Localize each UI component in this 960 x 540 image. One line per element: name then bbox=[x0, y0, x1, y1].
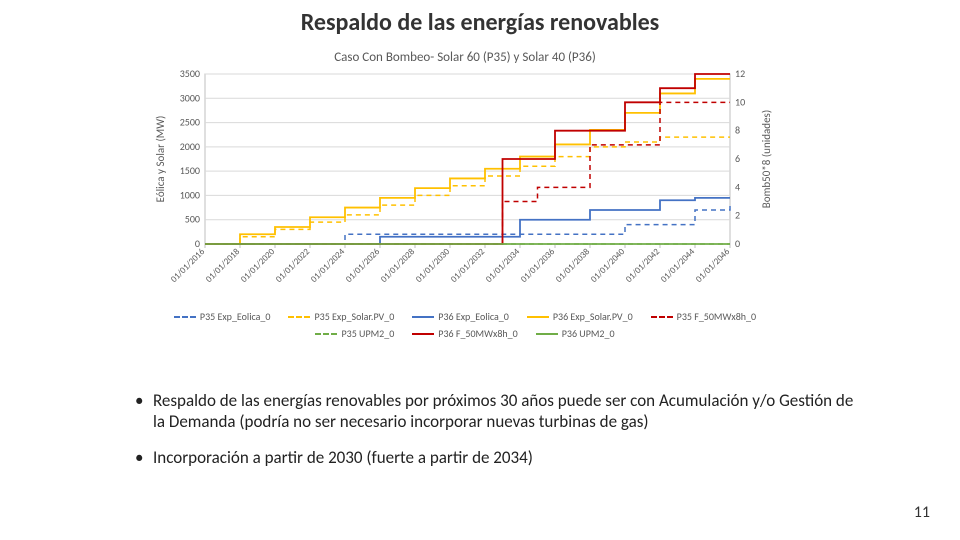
svg-text:01/01/2038: 01/01/2038 bbox=[554, 246, 593, 285]
legend-swatch bbox=[412, 333, 434, 335]
page-number: 11 bbox=[914, 503, 930, 522]
svg-text:4: 4 bbox=[735, 180, 740, 193]
legend-label: P35 F_50MWx8h_0 bbox=[677, 310, 756, 323]
svg-text:10: 10 bbox=[735, 95, 745, 108]
svg-text:2000: 2000 bbox=[180, 140, 200, 153]
svg-text:500: 500 bbox=[185, 213, 200, 226]
legend-item: P35 UPM2_0 bbox=[315, 327, 394, 340]
legend-item: P35 Exp_Solar.PV_0 bbox=[288, 310, 394, 323]
legend-label: P36 Exp_Solar.PV_0 bbox=[553, 310, 633, 323]
bullet-text: Incorporación a partir de 2030 (fuerte a… bbox=[153, 447, 533, 468]
svg-text:01/01/2032: 01/01/2032 bbox=[449, 246, 488, 285]
legend-item: P36 Exp_Solar.PV_0 bbox=[527, 310, 633, 323]
svg-text:01/01/2040: 01/01/2040 bbox=[589, 246, 628, 285]
svg-text:0: 0 bbox=[735, 237, 740, 250]
svg-text:01/01/2020: 01/01/2020 bbox=[239, 246, 278, 285]
legend-label: P36 UPM2_0 bbox=[562, 327, 615, 340]
svg-text:01/01/2046: 01/01/2046 bbox=[694, 246, 733, 285]
legend-swatch bbox=[288, 316, 310, 318]
legend-label: P36 Exp_Eolica_0 bbox=[438, 310, 509, 323]
svg-text:01/01/2044: 01/01/2044 bbox=[659, 246, 698, 285]
step-line-chart: 050010001500200025003000350002468101201/… bbox=[150, 69, 780, 299]
svg-text:01/01/2026: 01/01/2026 bbox=[344, 246, 383, 285]
slide: Respaldo de las energías renovables Caso… bbox=[0, 0, 960, 540]
chart-title: Caso Con Bombeo- Solar 60 (P35) y Solar … bbox=[150, 50, 780, 65]
svg-text:1500: 1500 bbox=[180, 164, 200, 177]
svg-text:3500: 3500 bbox=[180, 69, 200, 80]
legend-item: P36 Exp_Eolica_0 bbox=[412, 310, 509, 323]
legend-swatch bbox=[651, 316, 673, 318]
legend-swatch bbox=[536, 333, 558, 335]
svg-text:Bomb50*8 (unidades): Bomb50*8 (unidades) bbox=[760, 110, 773, 208]
chart-container: Caso Con Bombeo- Solar 60 (P35) y Solar … bbox=[150, 50, 780, 370]
legend-swatch bbox=[174, 316, 196, 318]
legend-label: P36 F_50MWx8h_0 bbox=[438, 327, 517, 340]
svg-text:8: 8 bbox=[735, 124, 740, 137]
bullet-list: • Respaldo de las energías renovables po… bbox=[135, 390, 860, 482]
svg-text:01/01/2018: 01/01/2018 bbox=[204, 246, 243, 285]
svg-text:2500: 2500 bbox=[180, 116, 200, 129]
svg-text:Eólica y Solar (MW): Eólica y Solar (MW) bbox=[154, 116, 167, 203]
svg-text:01/01/2034: 01/01/2034 bbox=[484, 246, 523, 285]
svg-text:01/01/2024: 01/01/2024 bbox=[309, 246, 348, 285]
svg-text:1000: 1000 bbox=[180, 188, 200, 201]
svg-text:3000: 3000 bbox=[180, 91, 200, 104]
bullet-marker: • bbox=[135, 390, 153, 433]
bullet-marker: • bbox=[135, 447, 153, 468]
svg-text:12: 12 bbox=[735, 69, 745, 80]
svg-text:01/01/2028: 01/01/2028 bbox=[379, 246, 418, 285]
legend-label: P35 Exp_Eolica_0 bbox=[200, 310, 271, 323]
legend-label: P35 UPM2_0 bbox=[341, 327, 394, 340]
svg-text:01/01/2030: 01/01/2030 bbox=[414, 246, 453, 285]
legend-label: P35 Exp_Solar.PV_0 bbox=[314, 310, 394, 323]
svg-text:01/01/2036: 01/01/2036 bbox=[519, 246, 558, 285]
page-title: Respaldo de las energías renovables bbox=[0, 8, 960, 37]
svg-text:6: 6 bbox=[735, 152, 740, 165]
svg-text:01/01/2022: 01/01/2022 bbox=[274, 246, 313, 285]
legend-item: P36 F_50MWx8h_0 bbox=[412, 327, 517, 340]
bullet-text: Respaldo de las energías renovables por … bbox=[153, 390, 860, 433]
legend-swatch bbox=[527, 316, 549, 318]
legend-item: P35 F_50MWx8h_0 bbox=[651, 310, 756, 323]
legend-swatch bbox=[412, 316, 434, 318]
svg-text:01/01/2042: 01/01/2042 bbox=[624, 246, 663, 285]
bullet-item: • Respaldo de las energías renovables po… bbox=[135, 390, 860, 433]
legend-item: P36 UPM2_0 bbox=[536, 327, 615, 340]
bullet-item: • Incorporación a partir de 2030 (fuerte… bbox=[135, 447, 860, 468]
legend-swatch bbox=[315, 333, 337, 335]
svg-text:2: 2 bbox=[735, 209, 740, 222]
svg-text:01/01/2016: 01/01/2016 bbox=[169, 246, 208, 285]
legend-item: P35 Exp_Eolica_0 bbox=[174, 310, 271, 323]
chart-legend: P35 Exp_Eolica_0 P35 Exp_Solar.PV_0 P36 Ex… bbox=[150, 310, 780, 340]
